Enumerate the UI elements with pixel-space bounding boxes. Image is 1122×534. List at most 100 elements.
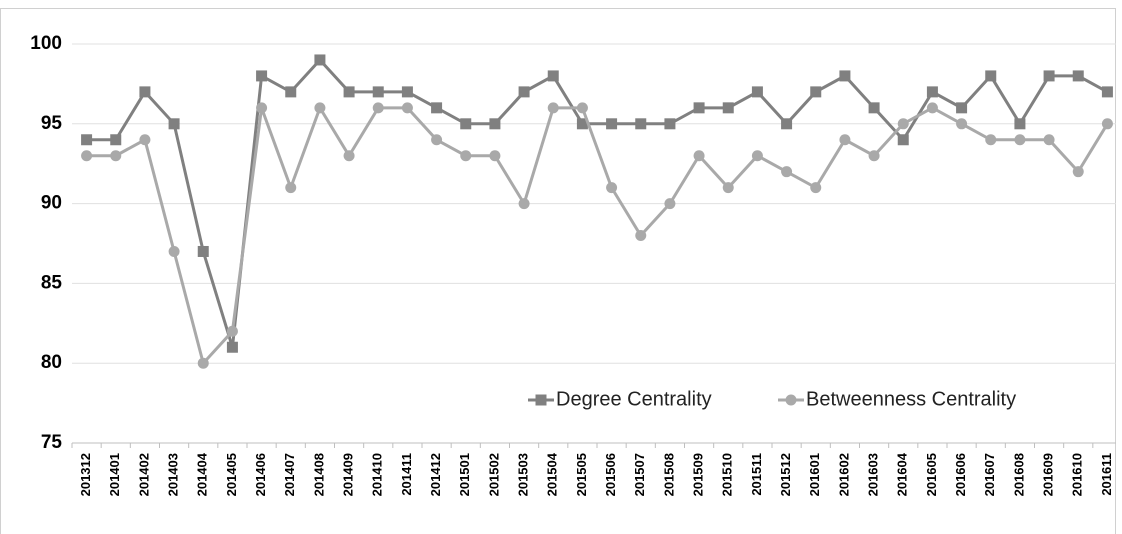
- x-tick-label: 201505: [574, 453, 589, 496]
- data-point: [431, 134, 443, 146]
- data-point: [1072, 166, 1084, 178]
- x-tick-label: 201406: [253, 453, 268, 496]
- x-tick-label: 201606: [953, 453, 968, 496]
- data-point: [343, 150, 355, 162]
- data-point: [810, 86, 822, 98]
- data-point: [606, 182, 618, 194]
- data-point: [926, 86, 938, 98]
- data-point: [168, 245, 180, 257]
- x-tick-label: 201508: [661, 453, 676, 496]
- data-point: [606, 118, 618, 130]
- x-tick-label: 201511: [749, 453, 764, 496]
- x-tick-label: 201610: [1070, 453, 1085, 496]
- data-point: [693, 150, 705, 162]
- x-tick-label: 201608: [1011, 453, 1026, 496]
- data-point: [1043, 70, 1055, 82]
- data-point: [285, 86, 297, 98]
- x-tick-label: 201502: [486, 453, 501, 496]
- y-tick-label: 75: [41, 432, 63, 453]
- data-point: [839, 70, 851, 82]
- data-point: [110, 134, 122, 146]
- data-point: [693, 102, 705, 114]
- x-tick-label: 201605: [924, 453, 939, 496]
- data-point: [535, 394, 547, 406]
- data-point: [1014, 134, 1026, 146]
- data-point: [168, 118, 180, 130]
- data-point: [547, 102, 559, 114]
- data-point: [926, 102, 938, 114]
- data-point: [197, 245, 209, 257]
- x-tick-label: 201607: [982, 453, 997, 496]
- data-point: [985, 70, 997, 82]
- data-point: [635, 118, 647, 130]
- x-tick-label: 201409: [341, 453, 356, 496]
- x-tick-label: 201402: [136, 453, 151, 496]
- data-point: [868, 102, 880, 114]
- legend-label: Betweenness Centrality: [806, 388, 1016, 410]
- data-point: [489, 118, 501, 130]
- data-point: [810, 182, 822, 194]
- x-tick-label: 201405: [224, 453, 239, 496]
- data-point: [81, 134, 93, 146]
- data-point: [751, 86, 763, 98]
- data-point: [314, 54, 326, 66]
- x-tick-label: 201504: [545, 452, 560, 496]
- data-point: [781, 118, 793, 130]
- x-tick-label: 201501: [457, 453, 472, 496]
- x-tick-label: 201611: [1099, 453, 1114, 496]
- data-point: [197, 357, 209, 369]
- legend-label: Degree Centrality: [556, 388, 712, 410]
- y-tick-label: 100: [30, 33, 62, 54]
- data-point: [785, 394, 797, 406]
- data-point: [751, 150, 763, 162]
- data-point: [81, 150, 93, 162]
- x-tick-label: 201602: [836, 453, 851, 496]
- data-point: [985, 134, 997, 146]
- data-point: [256, 70, 268, 82]
- x-tick-label: 201512: [778, 453, 793, 496]
- data-point: [460, 150, 472, 162]
- data-point: [256, 102, 268, 114]
- data-point: [839, 134, 851, 146]
- data-point: [401, 86, 413, 98]
- data-point: [226, 341, 238, 353]
- data-point: [343, 86, 355, 98]
- data-point: [956, 102, 968, 114]
- data-point: [401, 102, 413, 114]
- y-tick-label: 95: [41, 113, 63, 134]
- chart-frame: [0, 8, 1116, 534]
- data-point: [635, 230, 647, 242]
- data-point: [1101, 86, 1113, 98]
- x-tick-label: 201601: [807, 453, 822, 496]
- x-tick-label: 201410: [370, 453, 385, 496]
- x-tick-label: 201510: [720, 453, 735, 496]
- data-point: [518, 86, 530, 98]
- data-point: [897, 134, 909, 146]
- data-point: [576, 102, 588, 114]
- x-tick-label: 201509: [691, 453, 706, 496]
- x-tick-label: 201411: [399, 453, 414, 496]
- x-tick-label: 201609: [1041, 453, 1056, 496]
- x-tick-label: 201507: [632, 453, 647, 496]
- x-tick-label: 201604: [895, 452, 910, 496]
- data-point: [285, 182, 297, 194]
- data-point: [139, 86, 151, 98]
- data-point: [781, 166, 793, 178]
- series-line: [86, 104, 1109, 367]
- x-tick-label: 201404: [195, 452, 210, 496]
- data-point: [868, 150, 880, 162]
- x-tick-label: 201401: [107, 453, 122, 496]
- data-point: [314, 102, 326, 114]
- x-tick-label: 201408: [311, 453, 326, 496]
- data-point: [139, 134, 151, 146]
- data-point: [489, 150, 501, 162]
- data-point: [431, 102, 443, 114]
- data-point: [372, 86, 384, 98]
- data-point: [664, 198, 676, 210]
- data-point: [897, 118, 909, 130]
- data-point: [518, 198, 530, 210]
- x-tick-label: 201503: [516, 453, 531, 496]
- data-point: [664, 118, 676, 130]
- data-point: [956, 118, 968, 130]
- y-tick-label: 90: [41, 193, 62, 214]
